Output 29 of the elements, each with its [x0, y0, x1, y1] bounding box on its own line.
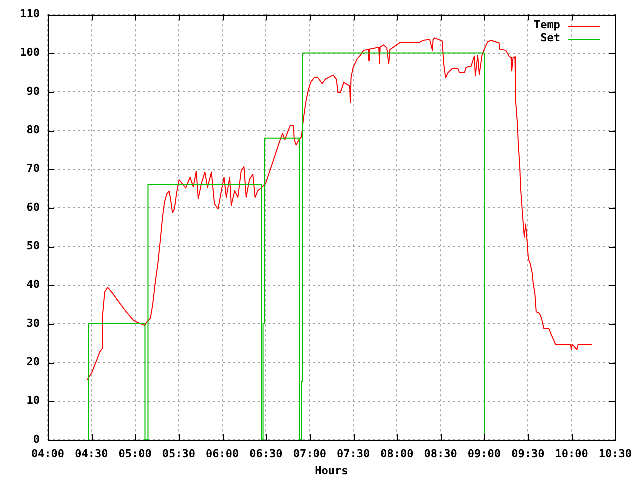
x-tick-label: 09:30	[512, 447, 545, 460]
y-tick-label: 80	[26, 123, 40, 136]
x-tick-label: 10:00	[555, 447, 588, 460]
x-tick-label: 08:00	[380, 447, 414, 460]
legend-label: Temp	[534, 18, 561, 32]
y-tick-label: 110	[20, 7, 40, 20]
x-tick-label: 05:00	[118, 447, 152, 460]
x-tick-label: 05:30	[162, 447, 196, 460]
y-tick-label: 50	[26, 239, 40, 252]
x-tick-label: 07:00	[293, 447, 326, 460]
x-tick-label: 10:30	[598, 447, 632, 460]
y-tick-label: 70	[26, 162, 40, 176]
y-tick-label: 90	[26, 84, 40, 98]
y-tick-label: 100	[20, 46, 40, 60]
y-tick-label: 30	[26, 316, 40, 330]
y-tick-label: 40	[26, 278, 40, 292]
x-tick-label: 06:30	[250, 447, 283, 460]
x-tick-label: 08:30	[424, 447, 458, 460]
y-tick-label: 60	[26, 200, 40, 214]
x-tick-label: 04:30	[75, 447, 108, 460]
x-tick-label: 07:30	[336, 447, 370, 460]
x-tick-label: 09:00	[468, 447, 502, 460]
y-tick-label: 20	[26, 356, 40, 369]
y-tick-label: 10	[26, 394, 40, 408]
y-tick-label: 0	[33, 432, 40, 446]
x-tick-label: 04:00	[31, 447, 65, 460]
legend-label: Set	[540, 31, 560, 44]
x-axis-title: Hours	[315, 464, 348, 478]
x-tick-label: 06:00	[206, 447, 240, 460]
